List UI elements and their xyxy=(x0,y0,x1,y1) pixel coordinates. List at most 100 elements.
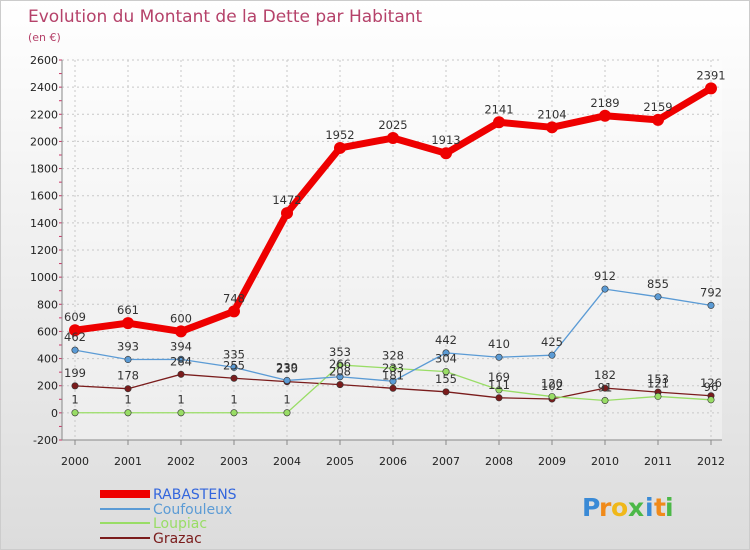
data-point-coufouleux xyxy=(177,355,185,363)
data-label-grazac: 155 xyxy=(435,372,457,386)
y-tick-label: 2000 xyxy=(30,135,58,148)
chart-title: Evolution du Montant de la Dette par Hab… xyxy=(28,7,423,27)
data-point-coufouleux xyxy=(283,376,291,384)
legend-label-loupiac: Loupiac xyxy=(153,516,207,532)
data-point-coufouleux xyxy=(124,356,132,364)
x-tick-label: 2000 xyxy=(61,455,89,468)
data-label-loupiac: 1 xyxy=(71,393,78,407)
data-point-loupiac xyxy=(548,393,556,401)
data-label-grazac: 182 xyxy=(594,368,616,382)
data-point-grazac xyxy=(442,388,450,396)
data-point-loupiac xyxy=(336,361,344,369)
data-point-rabastens xyxy=(334,141,346,154)
proxiti-logo: Pr o x i t i xyxy=(582,493,674,522)
data-point-grazac xyxy=(71,382,79,390)
axes: -200020040060080010001200140016001800200… xyxy=(30,54,725,468)
legend-label-grazac: Grazac xyxy=(153,531,202,547)
data-point-rabastens xyxy=(440,147,452,160)
data-point-grazac xyxy=(124,385,132,393)
logo-letter: o xyxy=(611,493,628,522)
x-tick-label: 2010 xyxy=(591,455,619,468)
data-point-loupiac xyxy=(442,368,450,376)
data-point-coufouleux xyxy=(336,373,344,381)
y-tick-label: 600 xyxy=(37,325,58,338)
y-tick-label: 1000 xyxy=(30,271,58,284)
chart-subtitle: (en €) xyxy=(28,31,61,44)
data-label-grazac: 153 xyxy=(647,372,669,386)
y-tick-label: 0 xyxy=(51,407,58,420)
data-label-loupiac: 169 xyxy=(488,370,510,384)
data-point-loupiac xyxy=(495,386,503,394)
data-label-rabastens: 2189 xyxy=(590,96,619,110)
data-label-coufouleux: 410 xyxy=(488,337,510,351)
data-point-coufouleux xyxy=(230,363,238,371)
x-tick-label: 2009 xyxy=(538,455,566,468)
data-label-grazac: 126 xyxy=(700,376,722,390)
x-tick-label: 2002 xyxy=(167,455,195,468)
data-point-grazac xyxy=(230,374,238,382)
data-label-loupiac: 121 xyxy=(647,376,669,390)
data-label-grazac: 255 xyxy=(223,358,245,372)
data-label-coufouleux: 266 xyxy=(329,357,351,371)
data-point-coufouleux xyxy=(71,346,79,354)
data-label-coufouleux: 442 xyxy=(435,333,457,347)
x-tick-label: 2006 xyxy=(379,455,407,468)
x-tick-label: 2007 xyxy=(432,455,460,468)
data-label-rabastens: 661 xyxy=(117,303,139,317)
y-tick-label: 2400 xyxy=(30,81,58,94)
data-label-rabastens: 2391 xyxy=(696,68,725,82)
data-point-coufouleux xyxy=(654,293,662,301)
data-point-grazac xyxy=(336,381,344,389)
data-label-grazac: 181 xyxy=(382,368,404,382)
data-point-loupiac xyxy=(124,409,132,417)
x-tick-label: 2003 xyxy=(220,455,248,468)
data-label-rabastens: 748 xyxy=(223,291,245,305)
data-label-coufouleux: 233 xyxy=(382,361,404,375)
data-label-coufouleux: 425 xyxy=(541,335,563,349)
data-point-rabastens xyxy=(546,121,558,134)
y-tick-label: 2200 xyxy=(30,108,58,121)
data-point-rabastens xyxy=(652,113,664,126)
data-label-coufouleux: 792 xyxy=(700,285,722,299)
data-point-loupiac xyxy=(601,397,609,405)
data-label-grazac: 199 xyxy=(64,366,86,380)
legend-label-coufouleux: Coufouleux xyxy=(153,502,232,518)
data-point-rabastens xyxy=(599,109,611,122)
x-tick-label: 2008 xyxy=(485,455,513,468)
data-label-loupiac: 1 xyxy=(230,393,237,407)
data-label-loupiac: 328 xyxy=(382,348,404,362)
data-point-rabastens xyxy=(228,305,240,318)
data-point-coufouleux xyxy=(389,377,397,385)
data-label-loupiac: 1 xyxy=(124,393,131,407)
data-point-grazac xyxy=(601,384,609,392)
data-label-grazac: 102 xyxy=(541,379,563,393)
data-point-loupiac xyxy=(389,364,397,372)
logo-letter: x xyxy=(628,493,644,522)
y-tick-label: 200 xyxy=(37,380,58,393)
data-label-coufouleux: 912 xyxy=(594,269,616,283)
data-label-rabastens: 2159 xyxy=(643,100,672,114)
data-point-grazac xyxy=(177,370,185,378)
logo-letter: r xyxy=(599,493,612,522)
data-point-coufouleux xyxy=(442,349,450,357)
data-label-coufouleux: 462 xyxy=(64,330,86,344)
y-tick-label: 1800 xyxy=(30,163,58,176)
data-label-rabastens: 2104 xyxy=(537,107,566,121)
data-label-rabastens: 609 xyxy=(64,310,86,324)
y-tick-label: 800 xyxy=(37,298,58,311)
data-label-loupiac: 353 xyxy=(329,345,351,359)
data-label-coufouleux: 239 xyxy=(276,360,298,374)
logo-letter: P xyxy=(582,493,600,522)
data-point-grazac xyxy=(389,384,397,392)
data-label-loupiac: 91 xyxy=(598,381,613,395)
data-label-rabastens: 1472 xyxy=(272,193,301,207)
y-tick-label: -200 xyxy=(33,434,58,447)
data-point-rabastens xyxy=(122,317,134,330)
data-label-rabastens: 2141 xyxy=(484,102,513,116)
data-label-loupiac: 1 xyxy=(177,393,184,407)
x-tick-label: 2011 xyxy=(644,455,672,468)
data-point-rabastens xyxy=(281,207,293,220)
